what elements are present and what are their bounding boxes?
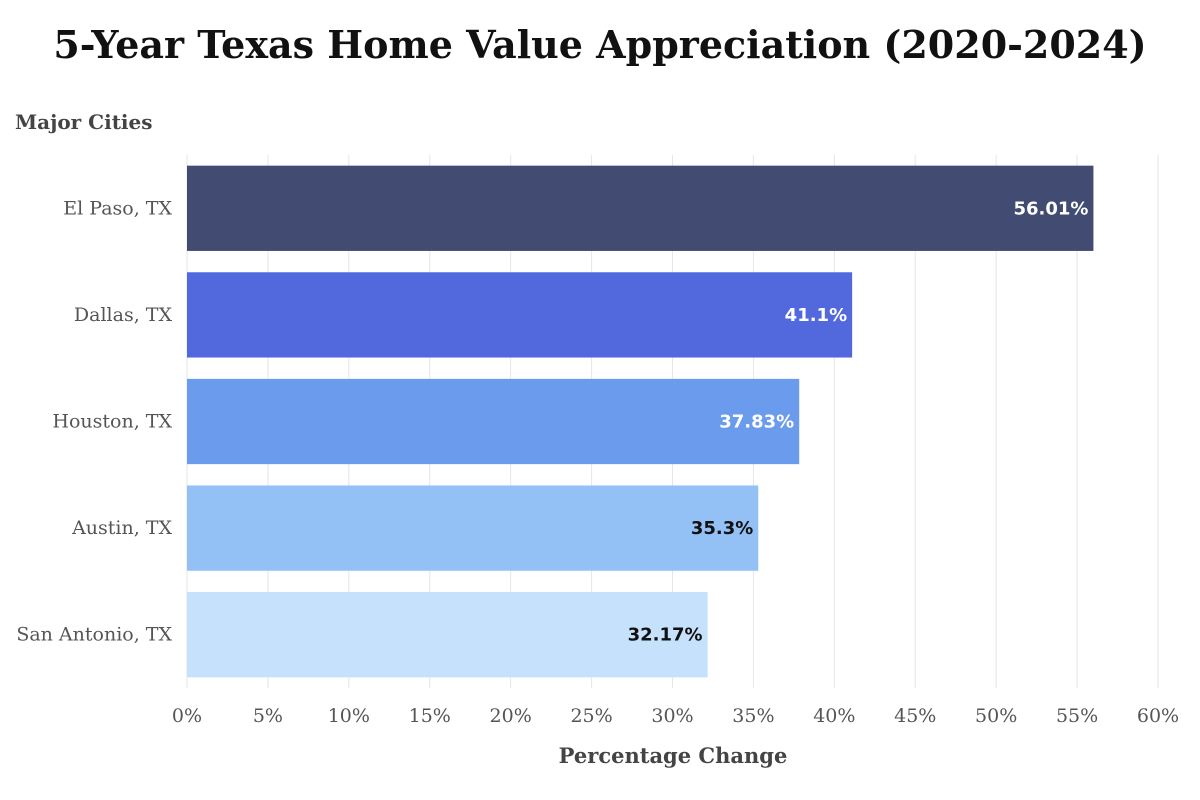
x-tick-label-12: 60% (1137, 705, 1179, 727)
x-tick-label-3: 15% (409, 705, 451, 727)
x-tick-label-7: 35% (732, 705, 774, 727)
bar-1[interactable] (187, 272, 853, 358)
x-tick-label-4: 20% (490, 705, 532, 727)
data-label-1: 41.1% (785, 305, 847, 326)
category-label-2: Houston, TX (52, 411, 172, 433)
bar-4[interactable] (187, 592, 708, 678)
chart-subtitle: Major Cities (15, 110, 153, 134)
bar-2[interactable] (187, 378, 800, 465)
bar-0[interactable] (187, 165, 1094, 251)
x-axis-ticks: 0% 5% 10% 15% 20% 25% 30% 35% 40% 45% 50% 55% 60% (172, 705, 1179, 727)
bars: 56.01% 41.1% 37.83% 35.3% 32.17% (187, 165, 1094, 678)
x-tick-label-10: 50% (975, 705, 1017, 727)
category-label-3: Austin, TX (71, 517, 172, 539)
category-labels: El Paso, TX Dallas, TX Houston, TX Austin, … (16, 197, 172, 645)
x-tick-label-8: 40% (813, 705, 855, 727)
data-label-4: 32.17% (628, 625, 703, 646)
x-tick-label-1: 5% (253, 705, 283, 727)
bar-3[interactable] (187, 485, 759, 571)
data-label-3: 35.3% (691, 518, 753, 539)
category-label-4: San Antonio, TX (16, 624, 172, 646)
x-tick-label-9: 45% (894, 705, 936, 727)
x-tick-label-11: 55% (1056, 705, 1098, 727)
chart-title: 5-Year Texas Home Value Appreciation (20… (53, 22, 1146, 67)
x-tick-label-0: 0% (172, 705, 202, 727)
x-axis-title: Percentage Change (559, 743, 788, 768)
category-label-0: El Paso, TX (63, 197, 172, 219)
x-tick-label-6: 30% (651, 705, 693, 727)
x-tick-label-2: 10% (328, 705, 370, 727)
data-label-0: 56.01% (1013, 198, 1088, 219)
data-label-2: 37.83% (719, 412, 794, 433)
x-tick-label-5: 25% (570, 705, 612, 727)
category-label-1: Dallas, TX (74, 304, 173, 326)
